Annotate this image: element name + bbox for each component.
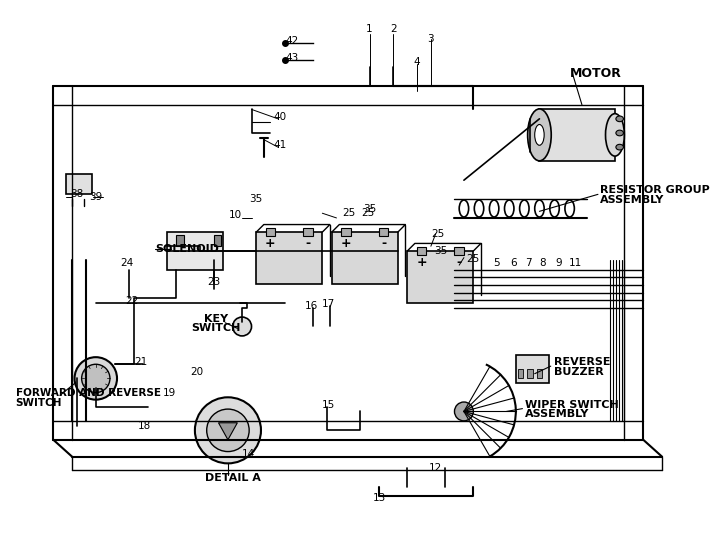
Text: 17: 17: [323, 299, 336, 309]
Text: REVERSE: REVERSE: [554, 357, 610, 368]
Text: DETAIL A: DETAIL A: [204, 472, 260, 483]
Text: 23: 23: [207, 277, 220, 287]
Ellipse shape: [233, 317, 252, 336]
Ellipse shape: [195, 398, 261, 463]
Bar: [407, 251, 473, 303]
Text: RESISTOR GROUP: RESISTOR GROUP: [600, 185, 710, 195]
Text: +: +: [265, 237, 276, 250]
Text: SOLENOID: SOLENOID: [155, 244, 219, 254]
Bar: [65, 173, 92, 194]
Bar: [256, 232, 323, 284]
Text: 2: 2: [390, 24, 397, 34]
Bar: [214, 235, 221, 246]
Text: 22: 22: [125, 296, 138, 306]
Text: KEY: KEY: [204, 314, 228, 324]
Text: -: -: [381, 237, 386, 250]
Ellipse shape: [616, 130, 624, 136]
Bar: [341, 228, 351, 236]
Text: 10: 10: [229, 210, 242, 220]
Text: 13: 13: [373, 493, 386, 503]
Text: 40: 40: [273, 112, 286, 122]
Text: 25: 25: [467, 254, 480, 264]
Ellipse shape: [528, 109, 551, 161]
Text: 7: 7: [525, 258, 531, 268]
Bar: [539, 109, 615, 162]
Text: 14: 14: [242, 449, 255, 459]
Bar: [265, 228, 275, 236]
Text: 35: 35: [363, 203, 376, 213]
Text: +: +: [416, 256, 427, 269]
Text: 3: 3: [428, 34, 434, 43]
Text: 8: 8: [539, 258, 546, 268]
Bar: [417, 247, 426, 255]
Text: 25: 25: [342, 208, 355, 218]
Text: 1: 1: [366, 24, 373, 34]
Text: 21: 21: [134, 357, 148, 368]
Text: 16: 16: [304, 301, 318, 311]
Text: 35: 35: [435, 246, 448, 256]
Text: SWITCH: SWITCH: [191, 323, 241, 333]
Bar: [536, 369, 542, 378]
Text: 6: 6: [510, 258, 517, 268]
Text: 5: 5: [494, 258, 500, 268]
Bar: [304, 228, 313, 236]
Text: 25: 25: [361, 208, 374, 218]
Text: 42: 42: [286, 36, 299, 47]
Text: -: -: [457, 256, 462, 269]
Ellipse shape: [82, 364, 110, 393]
Text: ASSEMBLY: ASSEMBLY: [526, 409, 589, 419]
Text: FORWARD AND REVERSE: FORWARD AND REVERSE: [15, 387, 160, 398]
Text: 41: 41: [273, 140, 286, 150]
Text: 20: 20: [190, 367, 203, 377]
Ellipse shape: [616, 116, 624, 121]
Bar: [518, 369, 523, 378]
Ellipse shape: [75, 357, 117, 400]
Text: ASSEMBLY: ASSEMBLY: [600, 195, 664, 205]
Text: 9: 9: [555, 258, 562, 268]
Bar: [167, 232, 223, 270]
Ellipse shape: [605, 113, 624, 156]
Text: 24: 24: [120, 258, 133, 268]
Text: +: +: [341, 237, 351, 250]
Text: SWITCH: SWITCH: [15, 398, 62, 408]
Text: WIPER SWITCH: WIPER SWITCH: [526, 400, 619, 410]
Text: -: -: [306, 237, 311, 250]
Bar: [379, 228, 389, 236]
Ellipse shape: [455, 402, 473, 421]
Text: 43: 43: [286, 54, 299, 64]
Bar: [527, 369, 533, 378]
Bar: [455, 247, 464, 255]
Text: 18: 18: [138, 421, 152, 431]
Bar: [332, 232, 398, 284]
Text: 25: 25: [431, 229, 444, 239]
Ellipse shape: [535, 125, 544, 146]
Text: 38: 38: [70, 189, 83, 200]
Text: BUZZER: BUZZER: [554, 367, 603, 377]
Bar: [176, 235, 183, 246]
Text: 11: 11: [568, 258, 582, 268]
Text: 15: 15: [323, 400, 336, 410]
Ellipse shape: [616, 144, 624, 150]
Text: 4: 4: [413, 57, 420, 67]
Text: 19: 19: [163, 387, 176, 398]
Text: MOTOR: MOTOR: [570, 67, 622, 80]
Polygon shape: [218, 423, 237, 440]
Ellipse shape: [207, 409, 249, 452]
Text: 39: 39: [89, 192, 102, 202]
Text: 35: 35: [249, 194, 263, 204]
Bar: [515, 355, 549, 383]
Text: 12: 12: [429, 463, 442, 473]
